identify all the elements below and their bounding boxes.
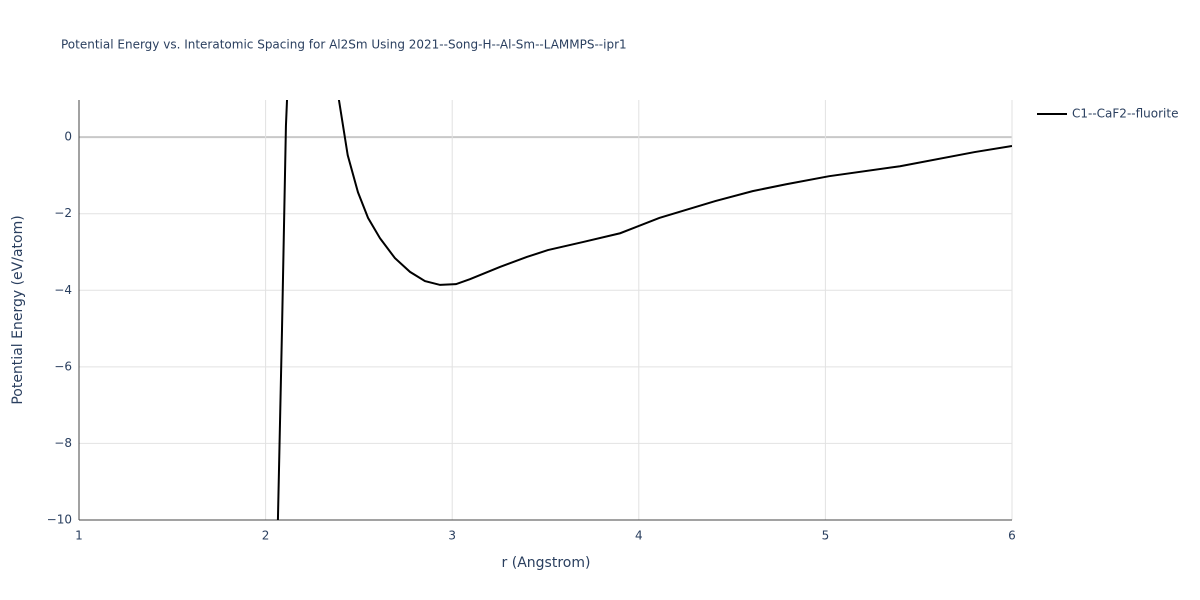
- x-tick-label: 3: [448, 529, 456, 543]
- x-tick-label: 4: [635, 529, 643, 543]
- y-axis-label: Potential Energy (eV/atom): [10, 215, 26, 404]
- y-tick-label: −10: [47, 513, 72, 527]
- x-tick-label: 1: [75, 529, 83, 543]
- x-tick-label: 5: [822, 529, 830, 543]
- y-tick-label: 0: [64, 130, 72, 144]
- y-tick-label: −8: [54, 436, 72, 450]
- legend-label: C1--CaF2--fluorite: [1072, 107, 1178, 121]
- y-tick-label: −6: [54, 359, 72, 373]
- x-tick-label: 2: [262, 529, 270, 543]
- chart-title: Potential Energy vs. Interatomic Spacing…: [61, 38, 627, 52]
- series-line: [276, 100, 1012, 520]
- y-tick-label: −4: [54, 283, 72, 297]
- x-tick-label: 6: [1008, 529, 1016, 543]
- y-tick-label: −2: [54, 206, 72, 220]
- x-axis-label: r (Angstrom): [502, 555, 591, 571]
